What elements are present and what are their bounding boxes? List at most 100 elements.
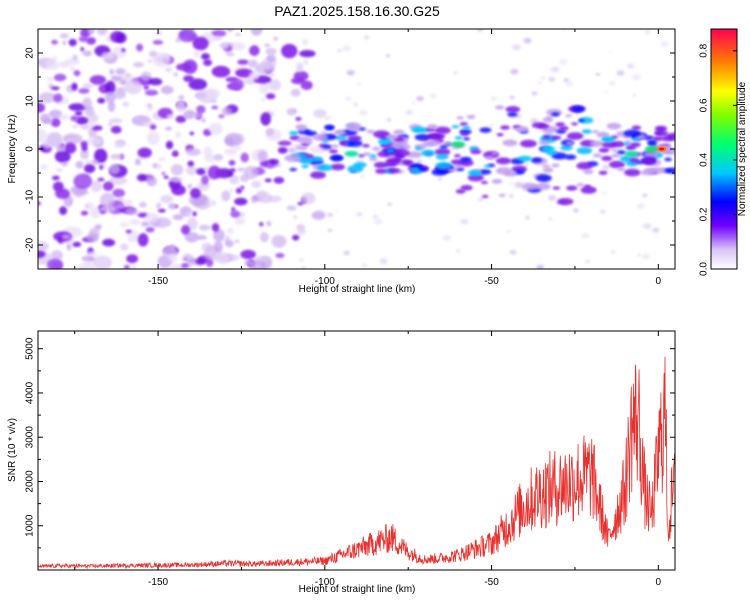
trace-blob	[576, 147, 593, 155]
trace-blob	[601, 141, 617, 149]
noise-blob	[90, 180, 103, 193]
noise-blob	[235, 187, 243, 194]
trace-blob	[643, 150, 659, 158]
noise-blob	[188, 78, 208, 90]
trace-blob	[551, 112, 560, 117]
noise-blob	[208, 122, 223, 136]
sparse-blob	[327, 212, 334, 217]
trace-blob	[297, 145, 308, 151]
noise-blob	[163, 175, 169, 179]
noise-blob	[51, 250, 64, 261]
noise-blob	[167, 253, 178, 262]
hot-spot	[451, 141, 466, 148]
trace-blob	[514, 126, 529, 133]
noise-blob	[277, 147, 288, 154]
sparse-blob	[353, 101, 357, 105]
noise-blob	[110, 75, 122, 82]
snr-x-ticks: -150 -100 -50 0	[74, 331, 662, 588]
y-tick-label: 4000	[25, 381, 36, 404]
noise-blob	[48, 109, 63, 119]
noise-blob	[172, 214, 184, 221]
trace-blob	[323, 144, 332, 149]
noise-blob	[81, 255, 95, 262]
noise-blob	[269, 73, 275, 77]
noise-blob	[59, 206, 68, 215]
trace-blob	[576, 161, 593, 170]
noise-blob	[173, 72, 179, 77]
noise-blob	[109, 176, 128, 185]
noise-blob	[232, 145, 242, 151]
noise-blob	[149, 124, 157, 130]
noise-blob	[226, 29, 234, 32]
hot-spot	[377, 138, 392, 145]
trace-blob	[339, 131, 347, 135]
noise-blob	[258, 82, 270, 95]
sparse-blob	[321, 130, 327, 135]
sparse-blob	[427, 157, 432, 160]
peak-core	[659, 147, 665, 151]
trace-blob	[552, 186, 561, 190]
noise-blob	[301, 38, 309, 46]
snr-series-line	[38, 356, 675, 570]
noise-blob	[160, 194, 174, 204]
trace-blob	[557, 197, 574, 206]
trace-blob	[503, 170, 518, 177]
trace-blob	[535, 174, 552, 182]
x-tick-label: -50	[484, 577, 499, 588]
trace-blob	[646, 135, 655, 140]
sparse-blob	[356, 211, 363, 217]
noise-blob	[176, 100, 186, 113]
noise-blob	[145, 212, 159, 223]
noise-blob	[196, 235, 207, 240]
noise-blob	[110, 153, 123, 160]
noise-blob	[80, 148, 89, 160]
sparse-blob	[585, 259, 591, 264]
trace-blob	[555, 122, 565, 127]
noise-blob	[124, 199, 133, 208]
sparse-blob	[536, 264, 544, 269]
sparse-blob	[296, 224, 306, 231]
noise-blob	[123, 264, 130, 269]
noise-blob	[122, 101, 129, 107]
trace-blob	[491, 151, 499, 155]
trace-blob	[347, 135, 362, 142]
sparse-blob	[362, 263, 367, 268]
sparse-blob	[489, 123, 495, 127]
noise-blob	[237, 167, 245, 172]
sparse-blob	[416, 159, 423, 164]
trace-blob	[329, 155, 343, 161]
sparse-blob	[523, 37, 532, 44]
noise-blob	[189, 131, 194, 136]
trace-blob	[661, 135, 675, 142]
noise-blob	[89, 75, 107, 85]
sparse-blob	[548, 77, 556, 82]
sparse-blob	[642, 253, 651, 260]
sparse-blob	[540, 76, 546, 81]
trace-blob	[312, 133, 328, 141]
noise-blob	[80, 47, 85, 52]
noise-blob	[136, 43, 144, 52]
noise-blob	[296, 62, 304, 73]
noise-blob	[70, 115, 79, 122]
sparse-blob	[372, 214, 379, 219]
noise-blob	[131, 265, 137, 269]
noise-blob	[115, 32, 127, 44]
noise-blob	[235, 33, 242, 37]
trace-blob	[323, 124, 335, 130]
trace-blob	[592, 153, 603, 158]
sparse-blob	[337, 48, 342, 53]
sparse-blob	[323, 115, 332, 121]
sparse-blob	[524, 163, 529, 167]
noise-blob	[240, 249, 256, 260]
noise-blob	[215, 251, 230, 265]
noise-blob	[74, 110, 83, 116]
noise-blob	[175, 131, 181, 139]
x-tick-label: -150	[148, 577, 168, 588]
noise-blob	[310, 171, 326, 179]
trace-blob	[601, 155, 613, 161]
noise-blob	[313, 108, 327, 118]
noise-blob	[269, 158, 280, 165]
trace-blob	[434, 148, 451, 156]
noise-blob	[266, 54, 277, 63]
trace-blob	[466, 114, 476, 119]
